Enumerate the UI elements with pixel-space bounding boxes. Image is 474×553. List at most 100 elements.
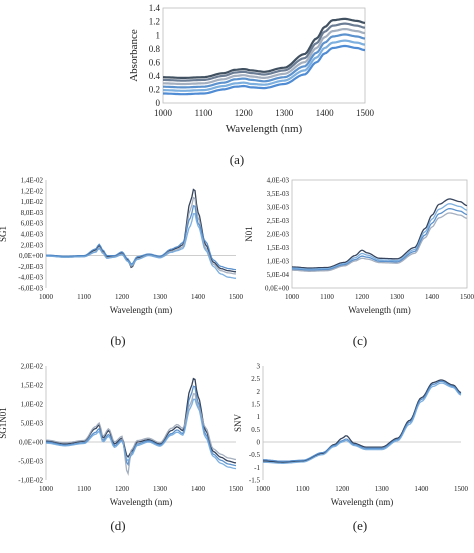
caption-e: (e) xyxy=(352,518,368,533)
y-tick-label-e-5: 1 xyxy=(257,413,261,421)
y-tick-label-b-5: 4,0E-03 xyxy=(21,230,44,238)
series-line-b-2 xyxy=(46,204,237,271)
x-tick-label-d-1: 1100 xyxy=(77,485,91,493)
y-tick-label-e-2: -0.5 xyxy=(249,451,261,459)
y-tick-label-d-4: 1,0E-02 xyxy=(21,400,44,408)
y-tick-label-d-5: 1,5E-02 xyxy=(21,381,44,389)
series-line-d-0 xyxy=(46,377,237,464)
chart-e: 1000 1100 1200 1300 1400 1500 -1.5 -1 -0.5 0 0.5 1 1… xyxy=(233,362,469,507)
x-tick-label-d-3: 1300 xyxy=(153,485,168,493)
x-tick-label-b-5: 1500 xyxy=(229,293,244,301)
y-tick-label-c-0: 0,0E+00 xyxy=(265,284,289,292)
x-tick-label-e-1: 1100 xyxy=(296,485,310,493)
y-tick-label-c-7: 3,5E-03 xyxy=(267,190,290,198)
y-tick-label-e-3: 0 xyxy=(257,438,261,446)
y-tick-label-c-4: 2,0E-03 xyxy=(267,230,290,238)
y-axis-title-c: N01 xyxy=(244,226,254,242)
y-tick-label-d-0: -1,0E-02 xyxy=(18,476,43,484)
y-tick-label-b-9: 1,2E-02 xyxy=(21,187,44,195)
series-line-e-0 xyxy=(263,379,462,463)
x-axis-title-c: Wavelength (nm) xyxy=(348,305,411,315)
x-tick-label-a-4: 1400 xyxy=(316,108,335,118)
x-tick-label-c-0: 1000 xyxy=(285,293,300,301)
caption-b: (b) xyxy=(110,333,126,348)
series-line-c-1 xyxy=(292,203,468,270)
series-line-c-3 xyxy=(292,212,468,272)
chart-b: 1000 1100 1200 1300 1400 1500 -6,0E-03 -4,0E-03… xyxy=(0,176,244,315)
y-tick-label-c-1: 5,0E-04 xyxy=(267,271,290,279)
y-tick-label-a-3: 0.6 xyxy=(149,57,161,67)
y-tick-label-b-8: 1,0E-02 xyxy=(21,198,44,206)
plot-area-c xyxy=(291,179,468,289)
y-tick-label-a-1: 0.2 xyxy=(149,85,160,95)
x-tick-label-e-0: 1000 xyxy=(256,485,271,493)
y-tick-label-e-4: 0.5 xyxy=(251,426,260,434)
y-tick-label-c-5: 2,5E-03 xyxy=(267,217,290,225)
y-tick-label-a-4: 0.8 xyxy=(149,44,161,54)
x-tick-label-c-5: 1500 xyxy=(460,293,474,301)
x-tick-label-d-5: 1500 xyxy=(229,485,244,493)
x-axis-title-e: Wavelength (nm) xyxy=(331,497,394,507)
series-line-a-0 xyxy=(163,17,366,79)
y-tick-label-e-0: -1.5 xyxy=(249,476,261,484)
y-tick-label-a-7: 1.4 xyxy=(149,3,161,13)
x-tick-label-b-2: 1200 xyxy=(115,293,130,301)
x-axis-title-b: Wavelength (nm) xyxy=(110,305,173,315)
y-tick-label-d-3: 5,0E-03 xyxy=(21,419,44,427)
y-tick-label-b-7: 8,0E-03 xyxy=(21,209,44,217)
series-line-d-2 xyxy=(46,393,237,476)
x-tick-label-d-2: 1200 xyxy=(115,485,130,493)
series-line-a-3 xyxy=(163,33,366,89)
plot-area-a xyxy=(162,7,366,104)
y-tick-label-a-2: 0.4 xyxy=(149,71,161,81)
series-line-b-3 xyxy=(45,213,237,279)
x-tick-label-c-4: 1400 xyxy=(425,293,440,301)
caption-c: (c) xyxy=(352,333,368,348)
chart-c: 1000 1100 1200 1300 1400 1500 0,0E+00 5,0E-04 1,… xyxy=(244,176,474,315)
y-tick-label-d-6: 2,0E-02 xyxy=(21,362,44,370)
x-tick-label-d-4: 1400 xyxy=(191,485,206,493)
x-tick-label-d-0: 1000 xyxy=(39,485,54,493)
series-line-b-0 xyxy=(46,188,237,273)
x-tick-label-b-0: 1000 xyxy=(39,293,54,301)
series-line-c-0 xyxy=(291,198,468,269)
x-tick-label-a-0: 1000 xyxy=(154,108,173,118)
y-tick-label-b-0: -6,0E-03 xyxy=(18,284,43,292)
series-line-a-4 xyxy=(163,39,366,92)
y-tick-label-a-6: 1.2 xyxy=(149,17,160,27)
y-tick-label-e-7: 2 xyxy=(257,388,261,396)
y-tick-label-e-9: 3 xyxy=(257,362,261,370)
x-tick-label-c-3: 1300 xyxy=(390,293,405,301)
y-tick-label-b-3: 0,0E+00 xyxy=(19,252,43,260)
series-line-d-3 xyxy=(45,398,237,470)
x-tick-label-b-4: 1400 xyxy=(191,293,206,301)
y-tick-label-b-10: 1,4E-02 xyxy=(21,176,44,184)
series-line-a-5 xyxy=(163,44,366,96)
y-axis-title-d: SG1N01 xyxy=(0,407,8,439)
x-tick-label-b-1: 1100 xyxy=(77,293,91,301)
series-line-b-1 xyxy=(46,196,237,275)
x-tick-label-a-1: 1100 xyxy=(195,108,213,118)
y-tick-label-e-1: -1 xyxy=(254,464,260,472)
chart-d: 1000 1100 1200 1300 1400 1500 -1,0E-02 -5,0E-03… xyxy=(0,362,244,507)
y-tick-label-c-6: 3,0E-03 xyxy=(267,203,290,211)
y-tick-label-b-2: -2,0E-03 xyxy=(18,263,43,271)
series-line-e-2 xyxy=(263,382,462,464)
series-line-a-2 xyxy=(163,28,366,86)
x-tick-label-e-2: 1200 xyxy=(335,485,350,493)
y-axis-title-a: Absorbance xyxy=(128,29,140,82)
y-tick-label-e-8: 2.5 xyxy=(251,375,260,383)
x-tick-label-e-3: 1300 xyxy=(375,485,390,493)
y-axis-title-b: SG1 xyxy=(0,226,8,242)
y-tick-label-a-0: 0 xyxy=(156,98,161,108)
x-tick-label-c-1: 1100 xyxy=(320,293,334,301)
series-line-e-1 xyxy=(262,380,462,462)
x-tick-label-c-2: 1200 xyxy=(355,293,370,301)
y-tick-label-b-6: 6,0E-03 xyxy=(21,220,44,228)
y-tick-label-e-6: 1.5 xyxy=(251,400,260,408)
x-tick-label-e-5: 1500 xyxy=(454,485,469,493)
y-tick-label-d-1: -5,0E-03 xyxy=(18,457,43,465)
series-line-c-2 xyxy=(292,208,468,271)
y-axis-title-e: SNV xyxy=(233,414,243,433)
